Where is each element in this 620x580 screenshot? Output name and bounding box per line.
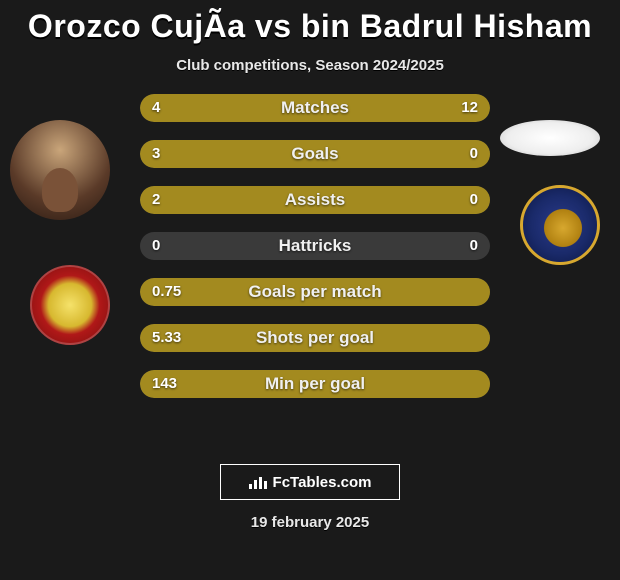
- stat-label: Goals: [140, 140, 490, 168]
- stat-row: Goals per match0.75: [140, 278, 490, 306]
- subtitle: Club competitions, Season 2024/2025: [0, 57, 620, 74]
- stat-bars: Matches412Goals30Assists20Hattricks00Goa…: [140, 94, 490, 416]
- stat-value-left: 143: [140, 370, 189, 398]
- stat-row: Goals3 0: [140, 140, 490, 168]
- stat-label: Assists: [140, 186, 490, 214]
- stat-row: Matches4 12: [140, 94, 490, 122]
- stat-row: Hattricks0 0: [140, 232, 490, 260]
- stat-value-left: 3: [140, 140, 172, 168]
- site-logo[interactable]: FcTables.com: [220, 464, 400, 500]
- stats-area: Matches412Goals30Assists20Hattricks00Goa…: [0, 94, 620, 454]
- stat-label: Matches: [140, 94, 490, 122]
- stat-value-left: 4: [140, 94, 172, 122]
- chart-icon: [249, 475, 267, 489]
- stat-label: Min per goal: [140, 370, 490, 398]
- page-title: Orozco CujÃa vs bin Badrul Hisham: [0, 0, 620, 45]
- stat-row: Min per goal143: [140, 370, 490, 398]
- stat-value-right: 12: [449, 94, 490, 122]
- stat-value-left: 0: [140, 232, 172, 260]
- stat-row: Shots per goal5.33: [140, 324, 490, 352]
- stat-label: Hattricks: [140, 232, 490, 260]
- stat-value-left: 5.33: [140, 324, 193, 352]
- stat-row: Assists2 0: [140, 186, 490, 214]
- stat-value-left: 2: [140, 186, 172, 214]
- stat-value-right: 0: [458, 186, 490, 214]
- stat-value-right: 0: [458, 232, 490, 260]
- stat-value-right: 0: [458, 140, 490, 168]
- footer-date: 19 february 2025: [0, 514, 620, 531]
- site-name: FcTables.com: [273, 474, 372, 491]
- stat-value-left: 0.75: [140, 278, 193, 306]
